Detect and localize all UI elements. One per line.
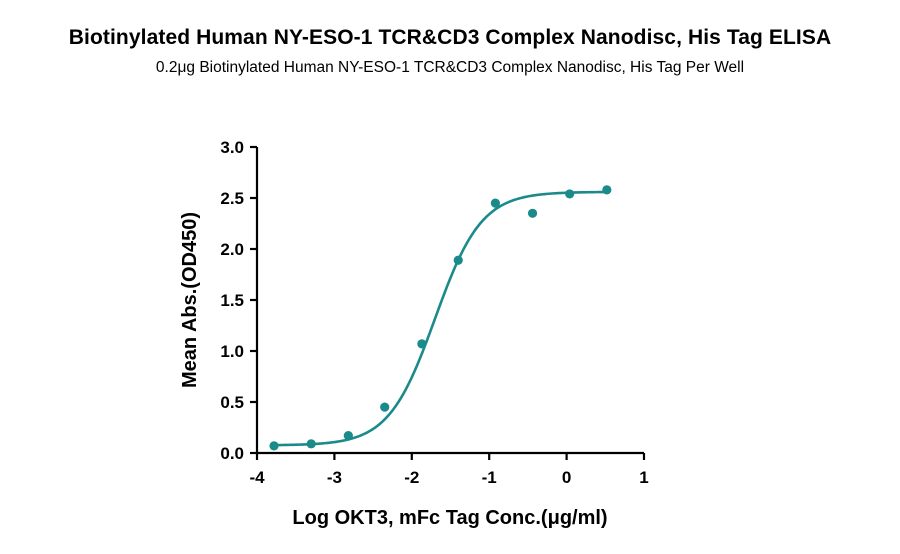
- data-point: [565, 189, 575, 199]
- y-tick-label: 2.5: [220, 189, 244, 208]
- data-point: [490, 198, 500, 208]
- x-tick-label: 1: [639, 468, 648, 487]
- y-tick-label: 2.0: [220, 240, 244, 259]
- data-point: [380, 402, 390, 412]
- y-tick-label: 0.5: [220, 393, 244, 412]
- x-axis-label: Log OKT3, mFc Tag Conc.(μg/ml): [292, 507, 607, 529]
- x-tick-label: -1: [482, 468, 497, 487]
- fit-curve-layer: [274, 190, 607, 447]
- y-tick-label: 0.0: [220, 444, 244, 463]
- y-tick-label: 1.0: [220, 342, 244, 361]
- data-points-layer: [269, 185, 612, 451]
- data-point: [527, 208, 538, 218]
- data-point: [343, 431, 353, 441]
- chart-title: Biotinylated Human NY-ESO-1 TCR&CD3 Comp…: [68, 26, 832, 49]
- data-point: [602, 185, 612, 195]
- y-tick-label: 3.0: [220, 138, 244, 157]
- chart-subtitle: 0.2μg Biotinylated Human NY-ESO-1 TCR&CD…: [155, 59, 745, 76]
- fit-curve: [274, 190, 607, 447]
- data-point: [269, 441, 279, 451]
- x-tick-label: -4: [249, 468, 265, 487]
- y-axis-label: Mean Abs.(OD450): [179, 212, 201, 388]
- axes: 0.0 0.5 1.0 1.5 2.0 2.5 3.0 -4 -3 -2 -1 0 1: [220, 138, 648, 487]
- x-tick-label: -2: [404, 468, 419, 487]
- x-tick-label: 0: [562, 468, 571, 487]
- y-tick-label: 1.5: [220, 291, 244, 310]
- data-point: [453, 255, 463, 265]
- data-point: [417, 339, 427, 349]
- x-tick-label: -3: [327, 468, 342, 487]
- data-point: [306, 439, 316, 449]
